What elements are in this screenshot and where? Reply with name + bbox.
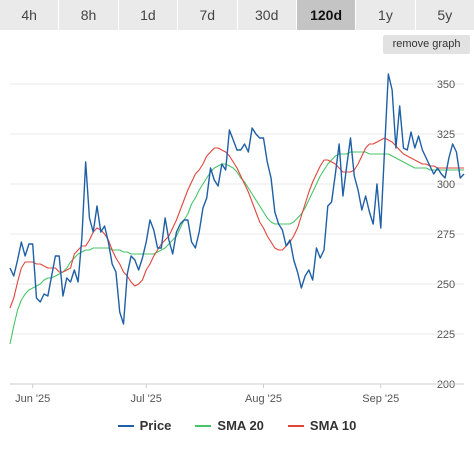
y-tick-label: 200 <box>437 379 455 391</box>
chart-legend: Price SMA 20 SMA 10 <box>0 418 474 433</box>
tab-1y[interactable]: 1y <box>356 0 416 30</box>
y-tick-label: 225 <box>437 329 455 341</box>
legend-swatch-sma20 <box>195 424 212 427</box>
tab-120d[interactable]: 120d <box>296 0 357 30</box>
legend-swatch-sma10 <box>287 424 304 427</box>
x-tick-label: Jul '25 <box>130 393 161 405</box>
y-tick-label: 325 <box>437 129 455 141</box>
legend-item-sma20[interactable]: SMA 20 <box>195 418 264 433</box>
x-tick-label: Aug '25 <box>245 393 282 405</box>
tab-5y[interactable]: 5y <box>415 0 474 30</box>
series-line-sma20 <box>9 151 464 345</box>
y-tick-label: 350 <box>437 79 455 91</box>
x-tick-label: Jun '25 <box>15 393 50 405</box>
legend-label-sma20: SMA 20 <box>217 418 264 433</box>
remove-graph-button[interactable]: remove graph <box>383 35 470 54</box>
legend-label-sma10: SMA 10 <box>309 418 357 433</box>
series-line-sma10 <box>9 137 464 309</box>
tab-1d[interactable]: 1d <box>118 0 179 30</box>
legend-label-price: Price <box>139 418 172 433</box>
y-tick-label: 250 <box>437 279 455 291</box>
legend-item-sma10[interactable]: SMA 10 <box>287 418 357 433</box>
y-tick-label: 300 <box>437 179 455 191</box>
price-chart: 200 225 250 275 300 325 350 Jun '25 Jul '25 Aug '… <box>9 73 465 405</box>
y-tick-label: 275 <box>437 229 455 241</box>
legend-swatch-price <box>117 424 134 427</box>
tab-7d[interactable]: 7d <box>178 0 238 30</box>
tab-8h[interactable]: 8h <box>59 0 119 30</box>
x-tick-label: Sep '25 <box>362 393 399 405</box>
range-tabbar: 4h 8h 1d 7d 30d 120d 1y 5y <box>0 0 474 30</box>
legend-item-price[interactable]: Price <box>117 418 172 433</box>
series-line-price <box>9 73 465 325</box>
tab-4h[interactable]: 4h <box>0 0 60 30</box>
tab-30d[interactable]: 30d <box>237 0 297 30</box>
